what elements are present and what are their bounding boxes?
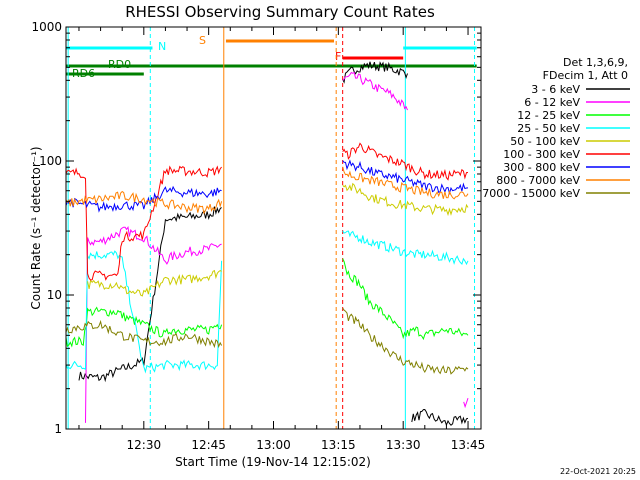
x-tick-label: 13:15 xyxy=(321,438,356,452)
series-line-6-seg-1 xyxy=(342,159,469,196)
series-line-6-seg-0 xyxy=(65,185,222,213)
legend-label-0: 3 - 6 keV xyxy=(531,83,580,96)
series-line-2-seg-0 xyxy=(65,306,223,348)
legend-label-8: 7000 - 15000 keV xyxy=(482,187,580,200)
legend-label-2: 12 - 25 keV xyxy=(517,109,580,122)
legend-label-7: 800 - 7000 keV xyxy=(496,174,580,187)
series-line-0-seg-1 xyxy=(342,61,408,84)
legend-label-6: 300 - 800 keV xyxy=(503,161,580,174)
y-tick-label: 10 xyxy=(47,288,62,302)
series-line-4-seg-0 xyxy=(87,269,222,297)
series-line-2-seg-1 xyxy=(342,258,469,341)
x-tick-label: 13:00 xyxy=(256,438,291,452)
state-label-rd0: RD0 xyxy=(108,58,131,71)
series-line-8-seg-1 xyxy=(342,307,469,375)
state-label-n: N xyxy=(158,40,166,53)
x-tick-label: 13:30 xyxy=(386,438,421,452)
state-label-f: F xyxy=(335,50,341,63)
legend-header-1: FDecim 1, Att 0 xyxy=(543,69,628,82)
series-line-1-seg-2 xyxy=(463,397,469,409)
state-label-s: S xyxy=(199,34,206,47)
series-line-3-seg-0 xyxy=(65,250,223,374)
series-line-1-seg-0 xyxy=(85,226,222,423)
legend-label-3: 25 - 50 keV xyxy=(517,122,580,135)
series-line-5-seg-0 xyxy=(65,165,222,281)
legend-label-1: 6 - 12 keV xyxy=(524,96,580,109)
x-tick-label: 12:45 xyxy=(191,438,226,452)
legend-label-4: 50 - 100 keV xyxy=(510,135,580,148)
chart-title: RHESSI Observing Summary Count Rates xyxy=(125,3,435,21)
legend-header-0: Det 1,3,6,9, xyxy=(563,56,628,69)
y-axis-label: Count Rate (s⁻¹ detector⁻¹) xyxy=(29,146,43,309)
series-line-3-seg-1 xyxy=(342,230,469,266)
y-tick-label: 1 xyxy=(54,422,62,436)
series-line-4-seg-1 xyxy=(342,182,469,217)
series-line-7-seg-0 xyxy=(65,190,223,215)
legend-label-5: 100 - 300 keV xyxy=(503,148,580,161)
x-tick-label: 13:45 xyxy=(451,438,486,452)
state-label-rd6: RD6 xyxy=(72,67,95,80)
series-line-5-seg-1 xyxy=(342,142,469,181)
series-line-0-seg-0 xyxy=(78,206,222,383)
x-axis-label: Start Time (19-Nov-14 12:15:02) xyxy=(175,455,371,469)
x-tick-label: 12:30 xyxy=(127,438,162,452)
series-line-0-seg-2 xyxy=(411,408,469,427)
footer-date: 22-Oct-2021 20:25 xyxy=(560,467,636,476)
series-line-1-seg-1 xyxy=(342,71,408,111)
y-tick-label: 1000 xyxy=(31,20,62,34)
series-line-7-seg-1 xyxy=(342,166,469,200)
series-line-8-seg-0 xyxy=(65,319,223,349)
y-tick-label: 100 xyxy=(39,154,62,168)
